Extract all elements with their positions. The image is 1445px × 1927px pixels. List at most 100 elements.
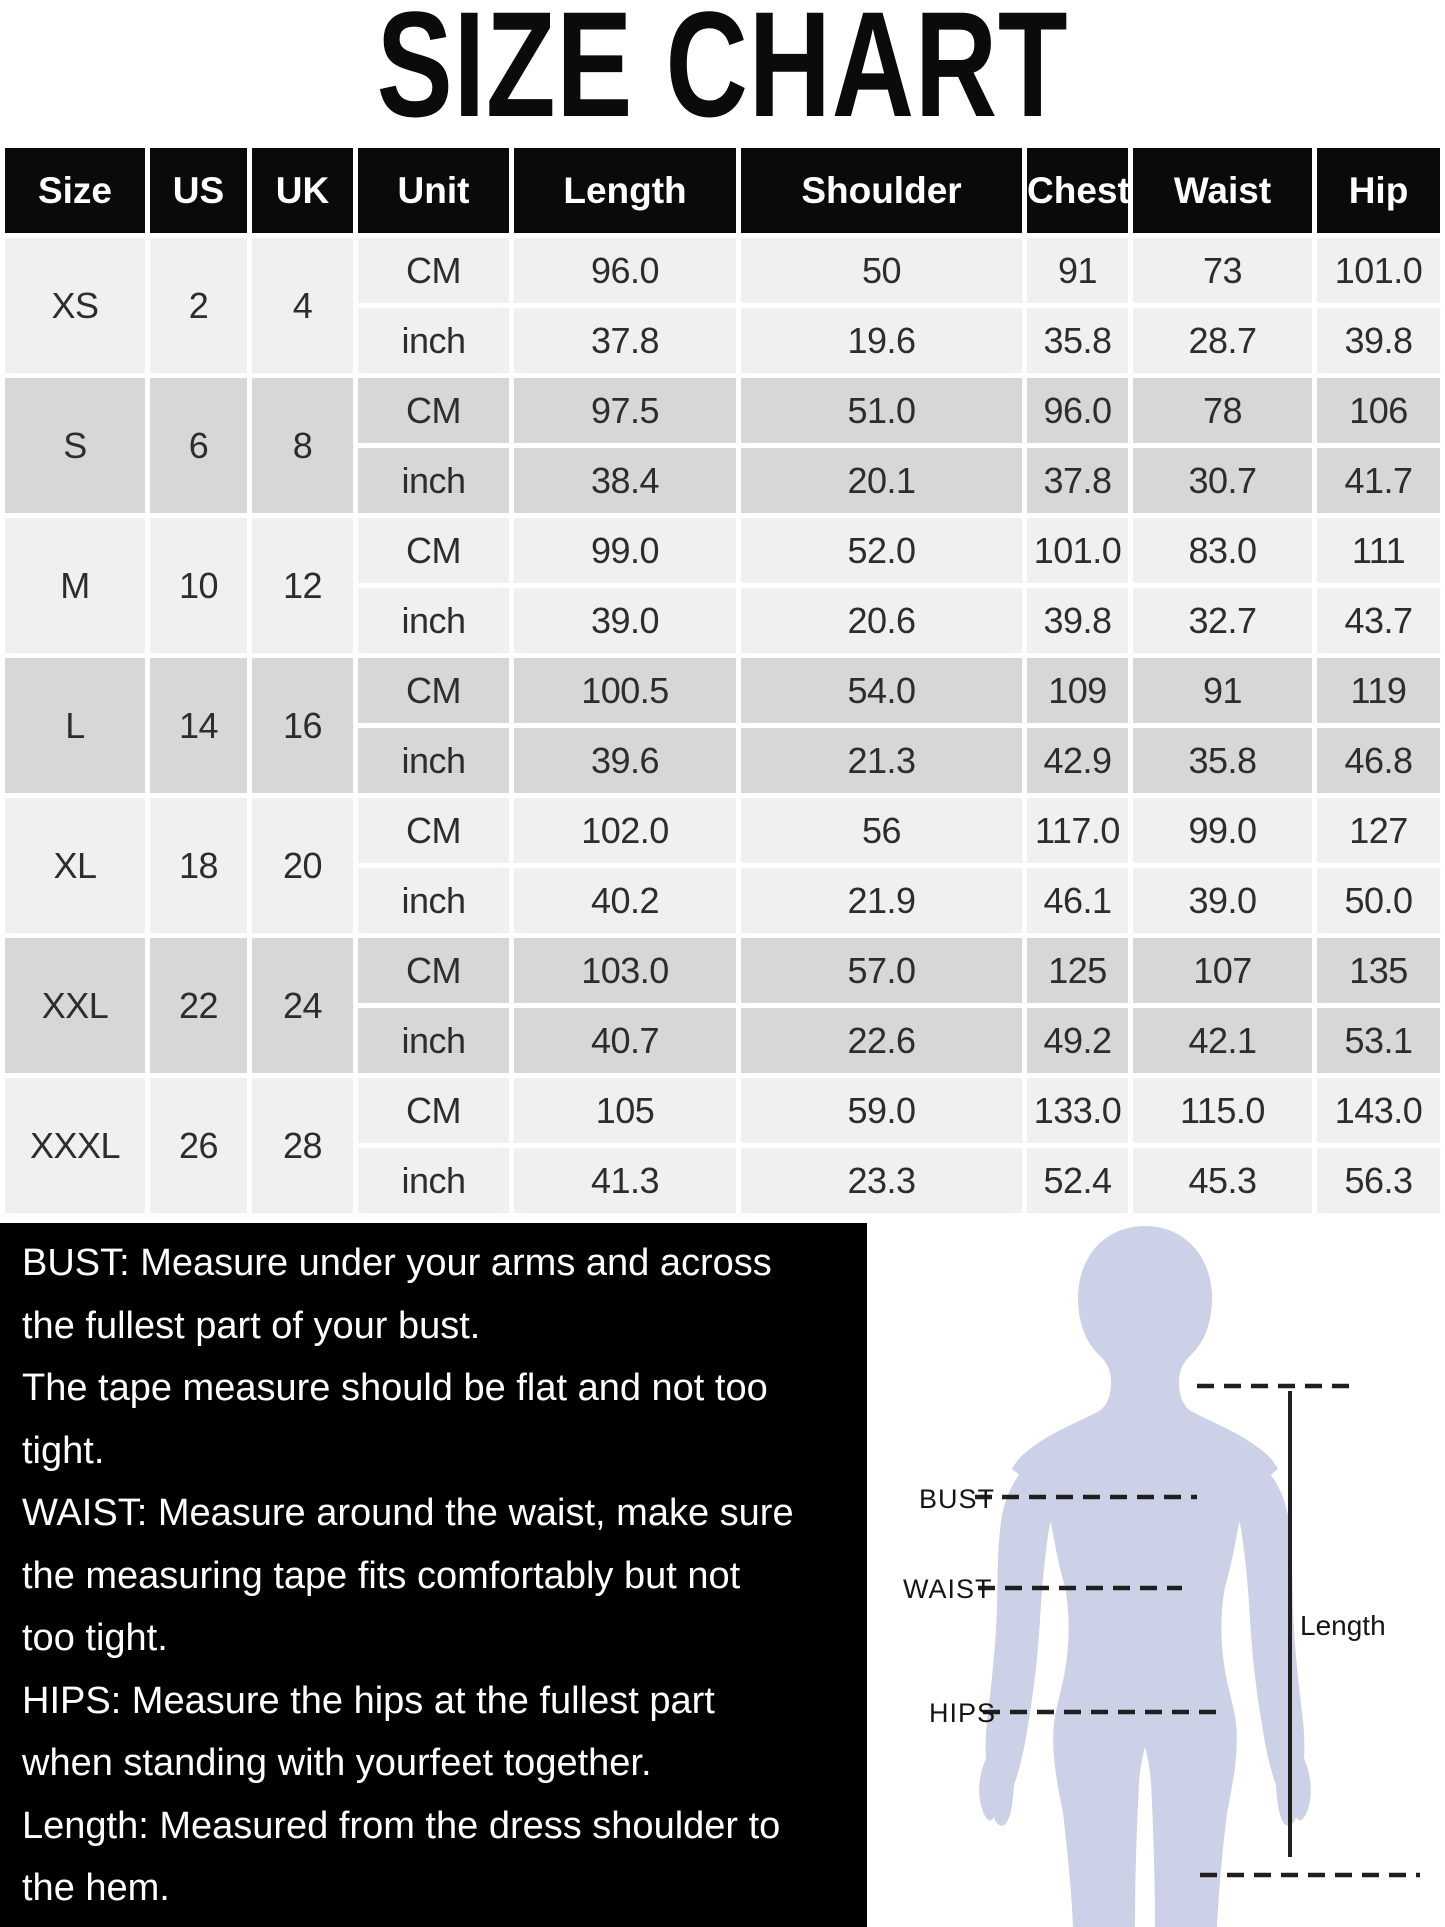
us-cell: 6: [150, 378, 247, 513]
size-cell: L: [5, 658, 145, 793]
value-cell: 43.7: [1317, 588, 1440, 653]
size-chart-table: Size US UK Unit Length Shoulder Chest Waist Hip …: [0, 143, 1445, 1218]
value-cell: 78: [1133, 378, 1312, 443]
column-header-waist: Waist: [1133, 148, 1312, 233]
table-row-l-cm: L 14 16 CM 100.5 54.0 109 91 119: [5, 658, 1440, 793]
us-cell: 26: [150, 1078, 247, 1213]
instruction-line: the hem.: [22, 1867, 170, 1909]
value-cell: 50: [741, 238, 1022, 303]
unit-cell-cm: CM: [358, 658, 509, 723]
value-cell: 41.7: [1317, 448, 1440, 513]
value-cell: 119: [1317, 658, 1440, 723]
column-header-unit: Unit: [358, 148, 509, 233]
value-cell: 46.1: [1027, 868, 1128, 933]
value-cell: 45.3: [1133, 1148, 1312, 1213]
value-cell: 107: [1133, 938, 1312, 1003]
size-cell: S: [5, 378, 145, 513]
unit-cell-inch: inch: [358, 868, 509, 933]
value-cell: 115.0: [1133, 1078, 1312, 1143]
value-cell: 20.1: [741, 448, 1022, 513]
value-cell: 42.1: [1133, 1008, 1312, 1073]
table-row-xs-cm: XS 2 4 CM 96.0 50 91 73 101.0: [5, 238, 1440, 373]
value-cell: 21.3: [741, 728, 1022, 793]
value-cell: 96.0: [514, 238, 736, 303]
value-cell: 54.0: [741, 658, 1022, 723]
value-cell: 41.3: [514, 1148, 736, 1213]
unit-cell-inch: inch: [358, 1008, 509, 1073]
value-cell: 22.6: [741, 1008, 1022, 1073]
value-cell: 30.7: [1133, 448, 1312, 513]
value-cell: 99.0: [514, 518, 736, 583]
table-row-l-inch: inch 39.6 21.3 42.9 35.8 46.8: [5, 728, 1440, 793]
column-header-length: Length: [514, 148, 736, 233]
value-cell: 56.3: [1317, 1148, 1440, 1213]
size-cell: XL: [5, 798, 145, 933]
column-header-uk: UK: [252, 148, 353, 233]
table-row-m-inch: inch 39.0 20.6 39.8 32.7 43.7: [5, 588, 1440, 653]
us-cell: 18: [150, 798, 247, 933]
value-cell: 99.0: [1133, 798, 1312, 863]
us-cell: 10: [150, 518, 247, 653]
instruction-line: The tape measure should be flat and not …: [22, 1367, 768, 1409]
body-measurement-diagram: BUST WAIST HIPS Length: [867, 1223, 1445, 1927]
value-cell: 23.3: [741, 1148, 1022, 1213]
column-header-size: Size: [5, 148, 145, 233]
us-cell: 2: [150, 238, 247, 373]
page-title: SIZE CHART: [376, 0, 1069, 148]
value-cell: 97.5: [514, 378, 736, 443]
value-cell: 37.8: [1027, 448, 1128, 513]
measuring-instructions-panel: BUST: Measure under your arms and across…: [0, 1223, 867, 1927]
column-header-chest: Chest: [1027, 148, 1130, 233]
table-row-xxl-inch: inch 40.7 22.6 49.2 42.1 53.1: [5, 1008, 1440, 1073]
unit-cell-cm: CM: [358, 1078, 509, 1143]
unit-cell-cm: CM: [358, 238, 509, 303]
value-cell: 101.0: [1317, 238, 1440, 303]
table-row-xs-inch: inch 37.8 19.6 35.8 28.7 39.8: [5, 308, 1440, 373]
unit-cell-cm: CM: [358, 938, 509, 1003]
value-cell: 37.8: [514, 308, 736, 373]
value-cell: 100.5: [514, 658, 736, 723]
table-header-row: Size US UK Unit Length Shoulder Chest Waist Hip: [5, 148, 1440, 233]
value-cell: 19.6: [741, 308, 1022, 373]
value-cell: 38.4: [514, 448, 736, 513]
value-cell: 83.0: [1133, 518, 1312, 583]
value-cell: 28.7: [1133, 308, 1312, 373]
value-cell: 111: [1317, 518, 1440, 583]
instruction-line: BUST: Measure under your arms and across: [22, 1242, 772, 1284]
value-cell: 91: [1027, 238, 1128, 303]
length-label: Length: [1300, 1610, 1386, 1641]
value-cell: 39.0: [1133, 868, 1312, 933]
value-cell: 40.7: [514, 1008, 736, 1073]
value-cell: 42.9: [1027, 728, 1128, 793]
table-row-xl-cm: XL 18 20 CM 102.0 56 117.0 99.0 127: [5, 798, 1440, 933]
column-header-hip: Hip: [1317, 148, 1440, 233]
value-cell: 21.9: [741, 868, 1022, 933]
table-row-xxxl-cm: XXXL 26 28 CM 105 59.0 133.0 115.0 143.0: [5, 1078, 1440, 1213]
value-cell: 127: [1317, 798, 1440, 863]
unit-cell-cm: CM: [358, 798, 509, 863]
uk-cell: 24: [252, 938, 353, 1073]
value-cell: 32.7: [1133, 588, 1312, 653]
value-cell: 35.8: [1133, 728, 1312, 793]
value-cell: 143.0: [1317, 1078, 1440, 1143]
silhouette-torso: [1012, 1226, 1278, 1927]
instruction-line: when standing with yourfeet together.: [22, 1742, 652, 1784]
uk-cell: 4: [252, 238, 353, 373]
unit-cell-inch: inch: [358, 1148, 509, 1213]
uk-cell: 8: [252, 378, 353, 513]
value-cell: 101.0: [1027, 518, 1128, 583]
us-cell: 14: [150, 658, 247, 793]
uk-cell: 12: [252, 518, 353, 653]
value-cell: 49.2: [1027, 1008, 1128, 1073]
silhouette-left-arm: [979, 1454, 1071, 1826]
unit-cell-inch: inch: [358, 588, 509, 653]
silhouette-right-arm: [1219, 1454, 1311, 1826]
value-cell: 96.0: [1027, 378, 1128, 443]
value-cell: 53.1: [1317, 1008, 1440, 1073]
body-silhouette: [979, 1226, 1311, 1927]
size-cell: XXL: [5, 938, 145, 1073]
value-cell: 59.0: [741, 1078, 1022, 1143]
value-cell: 51.0: [741, 378, 1022, 443]
value-cell: 46.8: [1317, 728, 1440, 793]
value-cell: 103.0: [514, 938, 736, 1003]
